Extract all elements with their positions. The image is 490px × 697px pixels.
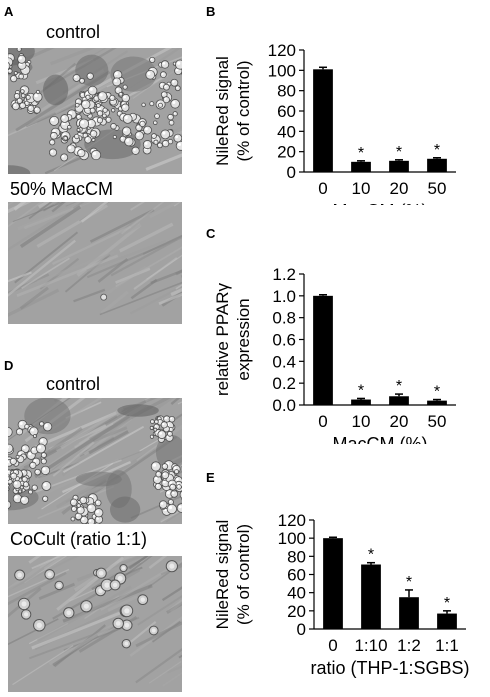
chart-e-y-tick-label: 100 bbox=[278, 529, 306, 548]
chart-c-bar bbox=[313, 295, 333, 405]
chart-c-bar bbox=[389, 396, 409, 405]
chart-c-category-label: 20 bbox=[390, 412, 409, 431]
chart-c-significance-mark: * bbox=[434, 384, 440, 401]
chart-b-category-label: 20 bbox=[390, 179, 409, 198]
chart-b-category-label: 50 bbox=[428, 179, 447, 198]
chart-b-y-tick-label: 120 bbox=[268, 41, 296, 60]
chart-e-bar bbox=[437, 613, 457, 629]
chart-c-y-tick-label: 0.8 bbox=[272, 309, 296, 328]
chart-e-category-label: 1:10 bbox=[354, 636, 387, 655]
chart-c-bar bbox=[427, 400, 447, 405]
chart-e-x-label: ratio (THP-1:SGBS) bbox=[310, 658, 469, 678]
panel-letter-a: A bbox=[4, 4, 14, 19]
chart-b-bar bbox=[351, 161, 371, 172]
chart-e-y-label: NileRed signal bbox=[213, 520, 232, 630]
chart-e-y-tick-label: 0 bbox=[297, 620, 306, 639]
chart-e-significance-mark: * bbox=[444, 595, 450, 612]
chart-e-bar bbox=[361, 564, 381, 629]
chart-b-y-tick-label: 0 bbox=[287, 163, 296, 182]
chart-b-y-tick-label: 80 bbox=[277, 82, 296, 101]
chart-b-category-label: 10 bbox=[352, 179, 371, 198]
chart-e-category-label: 1:2 bbox=[397, 636, 421, 655]
chart-e-y-label: (% of control) bbox=[234, 524, 253, 625]
panel-letter-d: D bbox=[4, 358, 14, 373]
chart-e-y-tick-label: 60 bbox=[287, 566, 306, 585]
chart-b-significance-mark: * bbox=[434, 142, 440, 159]
chart-c-y-tick-label: 0.0 bbox=[272, 396, 296, 415]
chart-b-bar bbox=[427, 158, 447, 172]
panel-d-cocult-caption: CoCult (ratio 1:1) bbox=[10, 529, 148, 549]
micrograph-differentiated-adipocytes-icon bbox=[8, 48, 182, 174]
chart-c-bar bbox=[351, 399, 371, 405]
chart-c-category-label: 0 bbox=[318, 412, 327, 431]
micrograph-differentiated-adipocytes-icon bbox=[8, 398, 182, 524]
chart-c-significance-mark: * bbox=[358, 382, 364, 399]
chart-b-bar bbox=[313, 69, 333, 172]
chart-e-category-label: 1:1 bbox=[435, 636, 459, 655]
chart-e-y-tick-label: 80 bbox=[287, 547, 306, 566]
chart-c-significance-mark: * bbox=[396, 378, 402, 395]
chart-b-significance-mark: * bbox=[358, 145, 364, 162]
panel-letter-c: C bbox=[206, 226, 216, 241]
chart-b-bar bbox=[389, 160, 409, 172]
chart-b-y-tick-label: 60 bbox=[277, 102, 296, 121]
chart-c-y-label: expression bbox=[234, 298, 253, 380]
panel-d-control-caption: control bbox=[46, 374, 101, 394]
chart-b-category-label: 0 bbox=[318, 179, 327, 198]
panel-a-maccm-caption: 50% MacCM bbox=[10, 179, 114, 199]
micrograph-cocultured-cells-icon bbox=[8, 556, 182, 692]
chart-b-x-label: MacCM (%) bbox=[333, 201, 428, 205]
chart-c-y-tick-label: 0.2 bbox=[272, 374, 296, 393]
chart-e-y-tick-label: 20 bbox=[287, 602, 306, 621]
micrograph-fibroblast-like-cells-icon bbox=[8, 202, 182, 324]
chart-b-y-label: NileRed signal bbox=[213, 56, 232, 166]
chart-e-y-tick-label: 120 bbox=[278, 511, 306, 530]
chart-c-y-tick-label: 1.0 bbox=[272, 287, 296, 306]
chart-b-significance-mark: * bbox=[396, 144, 402, 161]
panel-a-control-caption: control bbox=[46, 22, 101, 42]
chart-c-y-tick-label: 0.6 bbox=[272, 331, 296, 350]
chart-b-y-tick-label: 40 bbox=[277, 122, 296, 141]
chart-e-y-tick-label: 40 bbox=[287, 584, 306, 603]
chart-b-y-label: (% of control) bbox=[234, 60, 253, 161]
panel-letter-b: B bbox=[206, 4, 216, 19]
chart-b-y-tick-label: 100 bbox=[268, 61, 296, 80]
chart-e-bar bbox=[323, 538, 343, 629]
chart-e-significance-mark: * bbox=[406, 574, 412, 591]
chart-c-category-label: 50 bbox=[428, 412, 447, 431]
chart-c-category-label: 10 bbox=[352, 412, 371, 431]
chart-c-x-label: MacCM (%) bbox=[333, 434, 428, 444]
chart-b-y-tick-label: 20 bbox=[277, 143, 296, 162]
chart-e-bar bbox=[399, 597, 419, 629]
chart-c-y-tick-label: 1.2 bbox=[272, 265, 296, 284]
chart-e-significance-mark: * bbox=[368, 547, 374, 564]
panel-letter-e: E bbox=[206, 470, 215, 485]
chart-c-y-tick-label: 0.4 bbox=[272, 352, 296, 371]
chart-e-category-label: 0 bbox=[328, 636, 337, 655]
chart-c-y-label: relative PPARγ bbox=[213, 282, 232, 396]
